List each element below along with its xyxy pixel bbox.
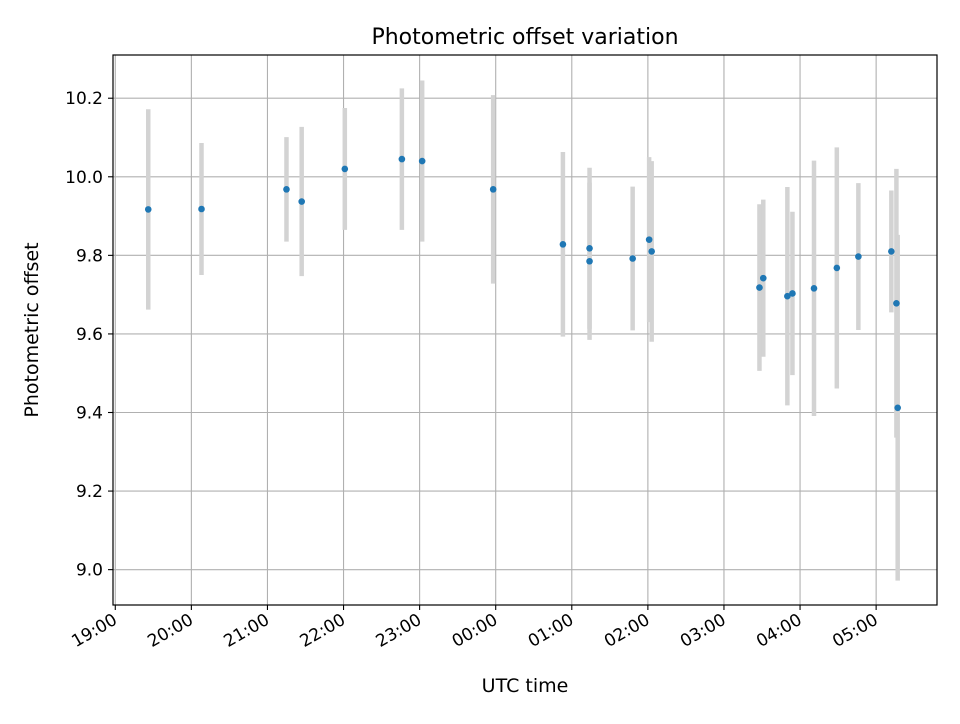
data-point (559, 241, 567, 248)
data-point (341, 165, 349, 173)
y-tick-label: 9.6 (76, 325, 103, 345)
data-point (629, 255, 636, 262)
data-point (198, 205, 205, 213)
data-point (756, 284, 763, 291)
data-point (298, 198, 305, 205)
data-point (789, 290, 796, 297)
x-axis-label: UTC time (482, 675, 569, 697)
data-point (810, 285, 818, 292)
y-tick-label: 9.8 (76, 246, 103, 266)
data-point (418, 157, 426, 165)
data-point (893, 299, 900, 307)
data-point (855, 253, 862, 260)
data-point (144, 206, 152, 213)
y-axis-label: Photometric offset (21, 242, 43, 417)
y-tick-label: 10.0 (65, 168, 103, 188)
data-point (586, 257, 593, 265)
plot-frame (112, 54, 938, 606)
y-tick-label: 9.0 (76, 561, 103, 581)
data-point (888, 248, 895, 255)
data-point (489, 186, 497, 193)
data-point (648, 248, 655, 255)
y-tick-label: 9.4 (76, 404, 103, 424)
chart-title: Photometric offset variation (371, 25, 678, 50)
data-point (759, 274, 767, 282)
data-point (586, 244, 593, 252)
data-point (398, 155, 406, 163)
data-point (894, 404, 901, 412)
data-point (833, 264, 841, 272)
data-point (645, 236, 653, 243)
data-point (283, 186, 290, 193)
y-tick-label: 10.2 (65, 89, 103, 109)
y-tick-label: 9.2 (76, 482, 103, 502)
data-point (784, 292, 791, 300)
